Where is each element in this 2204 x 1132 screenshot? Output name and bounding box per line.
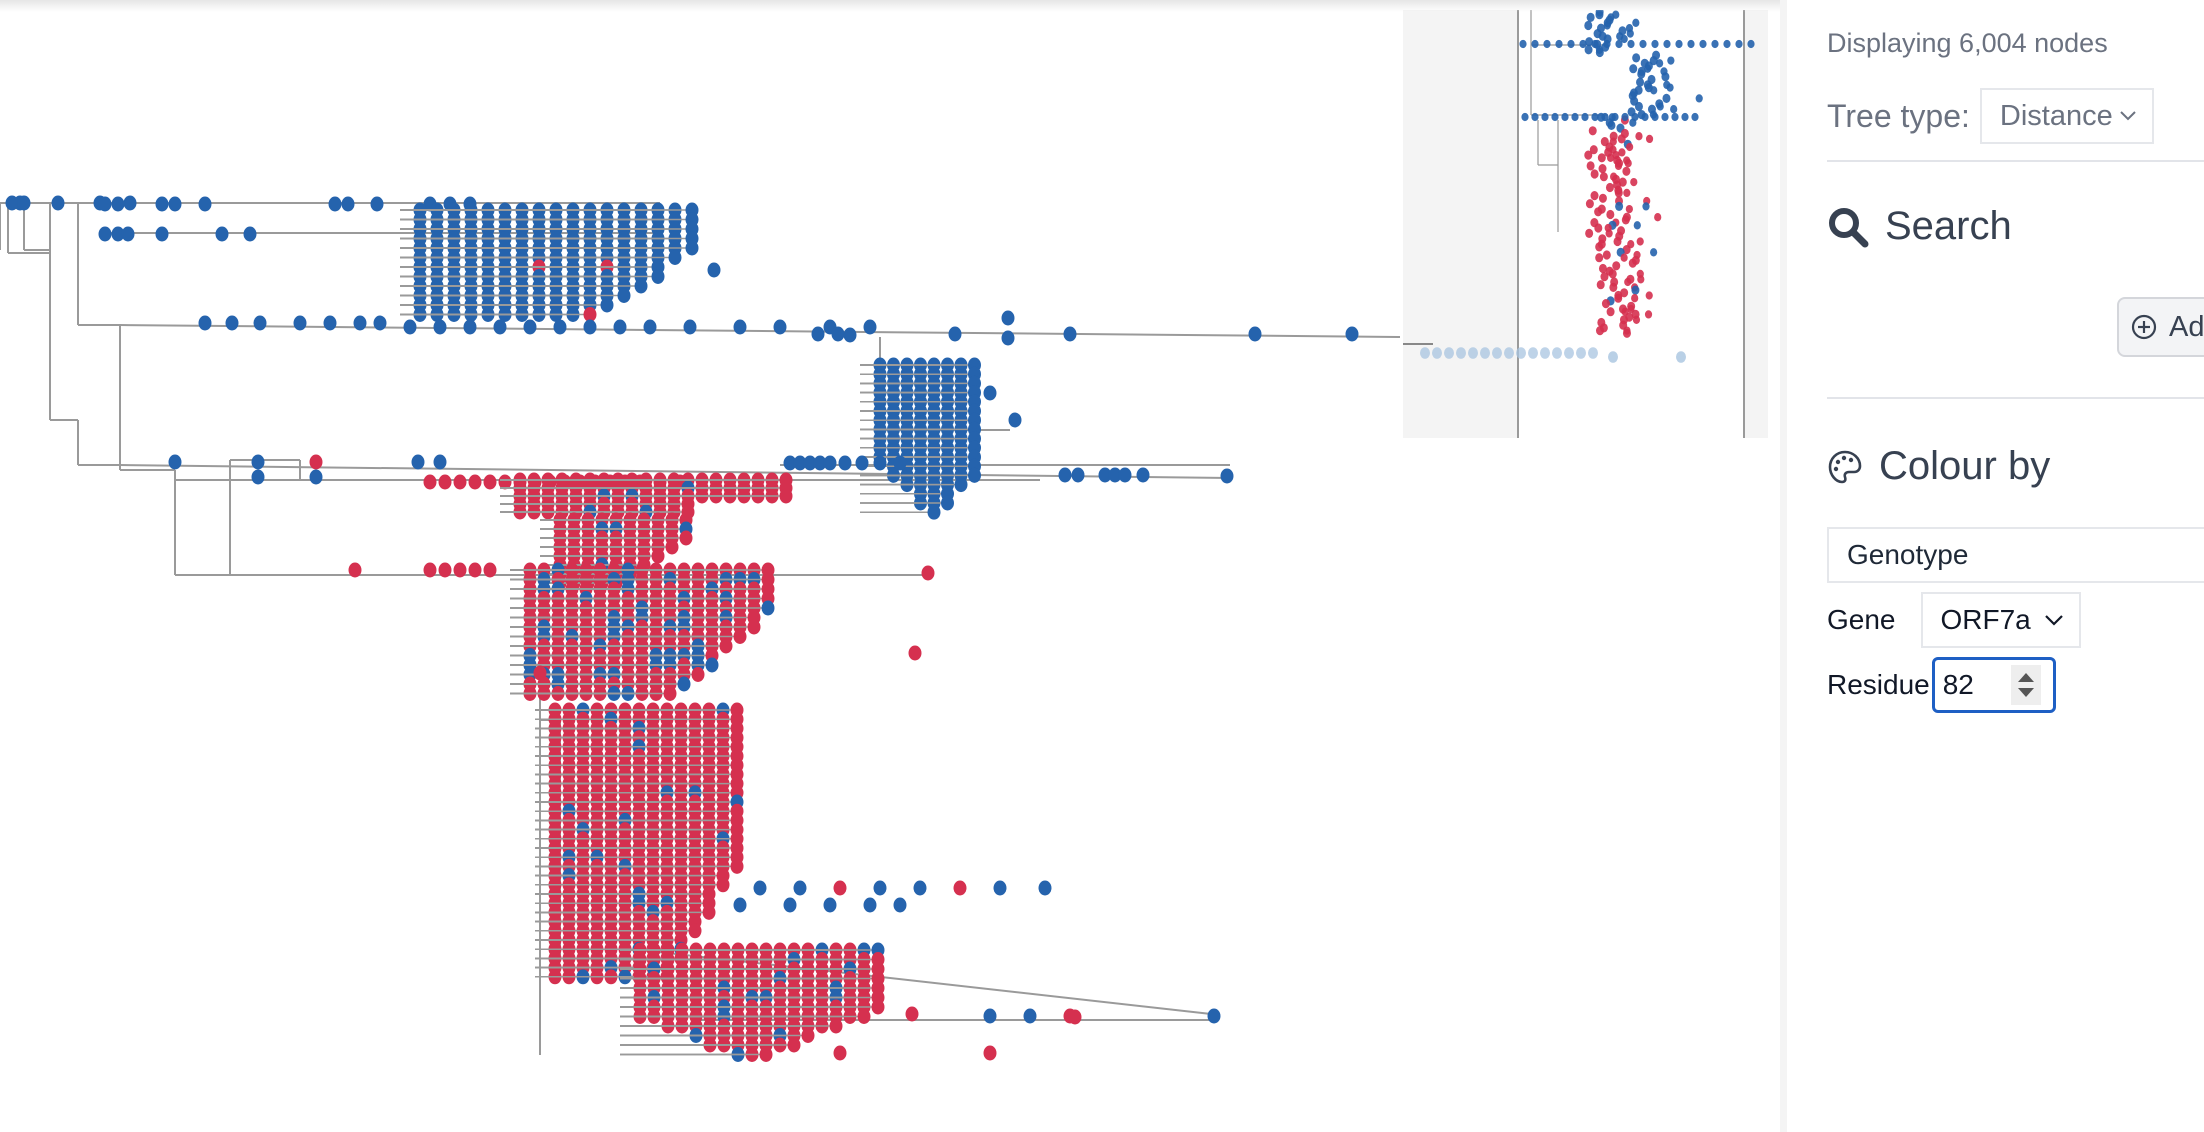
tree-minimap[interactable]	[1403, 10, 1768, 438]
residue-row: Residue 82	[1827, 657, 2056, 713]
tree-type-value: Distance	[1999, 99, 2113, 132]
divider	[1827, 160, 2204, 162]
gene-row: Gene ORF7a	[1827, 592, 2081, 648]
node-count-text: Displaying 6,004 nodes	[1827, 28, 2108, 58]
colour-by-mode-select[interactable]: Genotype	[1827, 527, 2204, 583]
colour-by-section-title: Colour by	[1827, 444, 2050, 489]
divider	[1827, 397, 2204, 399]
residue-label: Residue	[1827, 669, 1930, 700]
colour-by-mode-value: Genotype	[1847, 539, 1969, 570]
panel-gutter	[1780, 0, 1787, 1132]
stepper-down-icon[interactable]	[2017, 688, 2034, 697]
add-button-label: Ad	[2169, 310, 2204, 343]
residue-number-input[interactable]: 82	[1931, 657, 2056, 713]
gene-label: Gene	[1827, 604, 1896, 635]
gene-value: ORF7a	[1940, 604, 2031, 635]
colour-by-title-text: Colour by	[1879, 444, 2051, 488]
plus-circle-icon	[2131, 314, 2157, 340]
add-search-button[interactable]: Ad	[2117, 297, 2204, 357]
residue-value: 82	[1942, 669, 1974, 700]
tree-plot[interactable]	[0, 0, 1780, 1132]
residue-stepper[interactable]	[2010, 665, 2041, 705]
top-shadow	[0, 0, 1780, 12]
palette-icon	[1828, 450, 1862, 483]
search-title-text: Search	[1885, 204, 2012, 248]
tree-type-label: Tree type:	[1827, 97, 1970, 134]
stepper-up-icon[interactable]	[2017, 673, 2034, 682]
side-panel: Displaying 6,004 nodes Tree type: Distan…	[1787, 0, 2204, 1132]
search-section-title: Search	[1827, 204, 2012, 249]
tree-type-select[interactable]: Distance	[1979, 88, 2154, 144]
chevron-down-icon	[2120, 111, 2136, 121]
minimap-viewport-box[interactable]	[1517, 10, 1745, 438]
search-icon	[1829, 207, 1869, 247]
phylogenetic-tree-canvas[interactable]	[0, 0, 1780, 1132]
minimap-tree-plot	[1403, 10, 1755, 363]
tree-type-control: Tree type: Distance	[1827, 88, 2154, 144]
chevron-down-icon	[2044, 614, 2063, 626]
gene-select[interactable]: ORF7a	[1920, 592, 2081, 648]
